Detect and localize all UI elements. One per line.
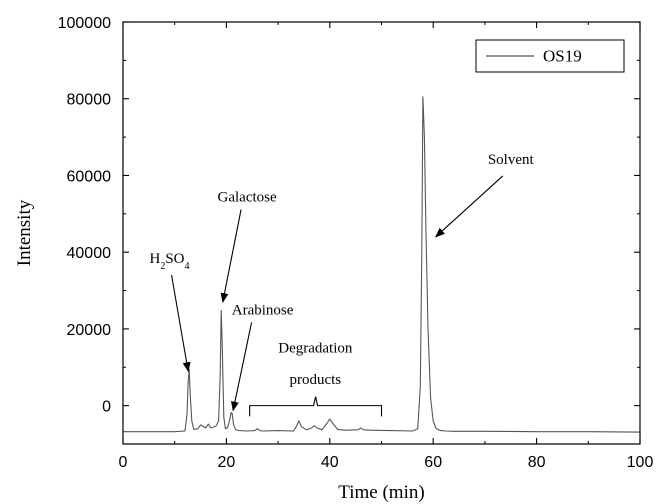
y-tick-label: 100000 <box>58 15 111 32</box>
x-tick-label: 40 <box>321 454 339 471</box>
arrow-arabinose <box>231 322 253 412</box>
annotation-degradation: Degradation <box>278 341 353 357</box>
legend: OS19 <box>475 39 625 73</box>
x-tick-label: 80 <box>528 454 546 471</box>
annotation-galactose: Galactose <box>218 190 277 206</box>
y-tick-label: 0 <box>102 399 111 416</box>
legend-label-os19: OS19 <box>543 47 582 66</box>
x-tick-label: 60 <box>424 454 442 471</box>
annotation-layer: H2SO4 Galactose Arabinose Degradation produc… <box>150 152 535 417</box>
x-tick-label: 20 <box>218 454 236 471</box>
y-axis-label: Intensity <box>14 199 35 266</box>
annotation-products: products <box>289 372 341 388</box>
y-tick-label: 40000 <box>67 245 112 262</box>
arrow-solvent <box>434 175 504 238</box>
x-axis-label: Time (min) <box>338 482 424 503</box>
y-tick-label: 80000 <box>67 92 112 109</box>
annotation-h2so4: H2SO4 <box>150 251 190 272</box>
arrow-galactose <box>220 209 242 304</box>
x-tick-label: 100 <box>627 454 654 471</box>
degradation-bracket <box>249 396 383 417</box>
tick-layer: 0 20 40 60 80 100 0 20000 40000 60000 80000 100000 <box>58 15 654 471</box>
series-line-os19 <box>123 96 641 433</box>
arrow-h2so4 <box>170 274 191 373</box>
y-tick-label: 20000 <box>67 322 112 339</box>
annotation-solvent: Solvent <box>488 152 535 168</box>
series-layer <box>123 96 641 433</box>
x-tick-label: 0 <box>119 454 128 471</box>
y-tick-label: 60000 <box>67 168 112 185</box>
annotation-arabinose: Arabinose <box>232 302 294 318</box>
